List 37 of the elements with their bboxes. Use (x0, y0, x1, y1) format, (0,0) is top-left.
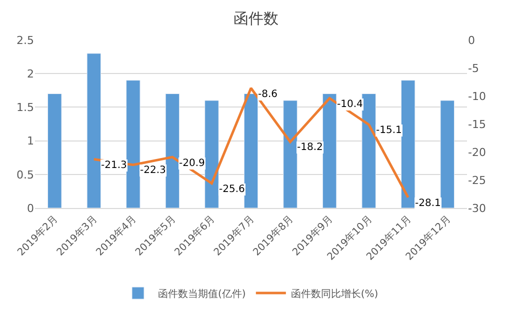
y2-tick-label: -30 (468, 202, 486, 215)
data-label: -20.9 (179, 158, 205, 169)
y-tick-label: 0 (27, 202, 34, 215)
line-series (92, 86, 410, 199)
chart-title: 函件数 (234, 9, 278, 28)
bar (322, 94, 337, 208)
data-label: -21.3 (101, 160, 127, 171)
data-label: -10.4 (337, 99, 363, 110)
y-tick-label: 1.5 (16, 101, 34, 114)
data-label: -22.3 (140, 165, 166, 176)
bar (362, 94, 376, 208)
y2-tick-label: 0 (468, 34, 475, 47)
legend-label: 函件数当期值(亿件) (158, 288, 246, 300)
y-tick-label: 2 (27, 67, 34, 80)
bar (165, 94, 180, 208)
data-label: -15.1 (376, 125, 402, 136)
y-tick-label: 2.5 (16, 34, 34, 47)
bar (48, 94, 62, 208)
data-label: -8.6 (258, 89, 278, 100)
y2-tick-label: -20 (468, 146, 486, 159)
bar (283, 100, 298, 208)
legend-label: 函件数同比增长(%) (290, 288, 378, 300)
data-label: -25.6 (219, 184, 245, 195)
data-label: -28.1 (415, 198, 441, 209)
y2-tick-label: -5 (468, 62, 479, 75)
bar (440, 100, 454, 208)
bar (204, 100, 219, 208)
bar (244, 94, 258, 208)
y-tick-label: 0.5 (16, 168, 34, 182)
bar (86, 53, 102, 208)
y2-tick-label: -25 (468, 174, 486, 187)
y-tick-label: 1 (27, 134, 34, 148)
bar (400, 80, 416, 208)
bar (126, 80, 140, 208)
y2-tick-label: -15 (468, 118, 486, 131)
data-label: -18.2 (297, 142, 323, 153)
y2-tick-label: -10 (468, 90, 486, 103)
